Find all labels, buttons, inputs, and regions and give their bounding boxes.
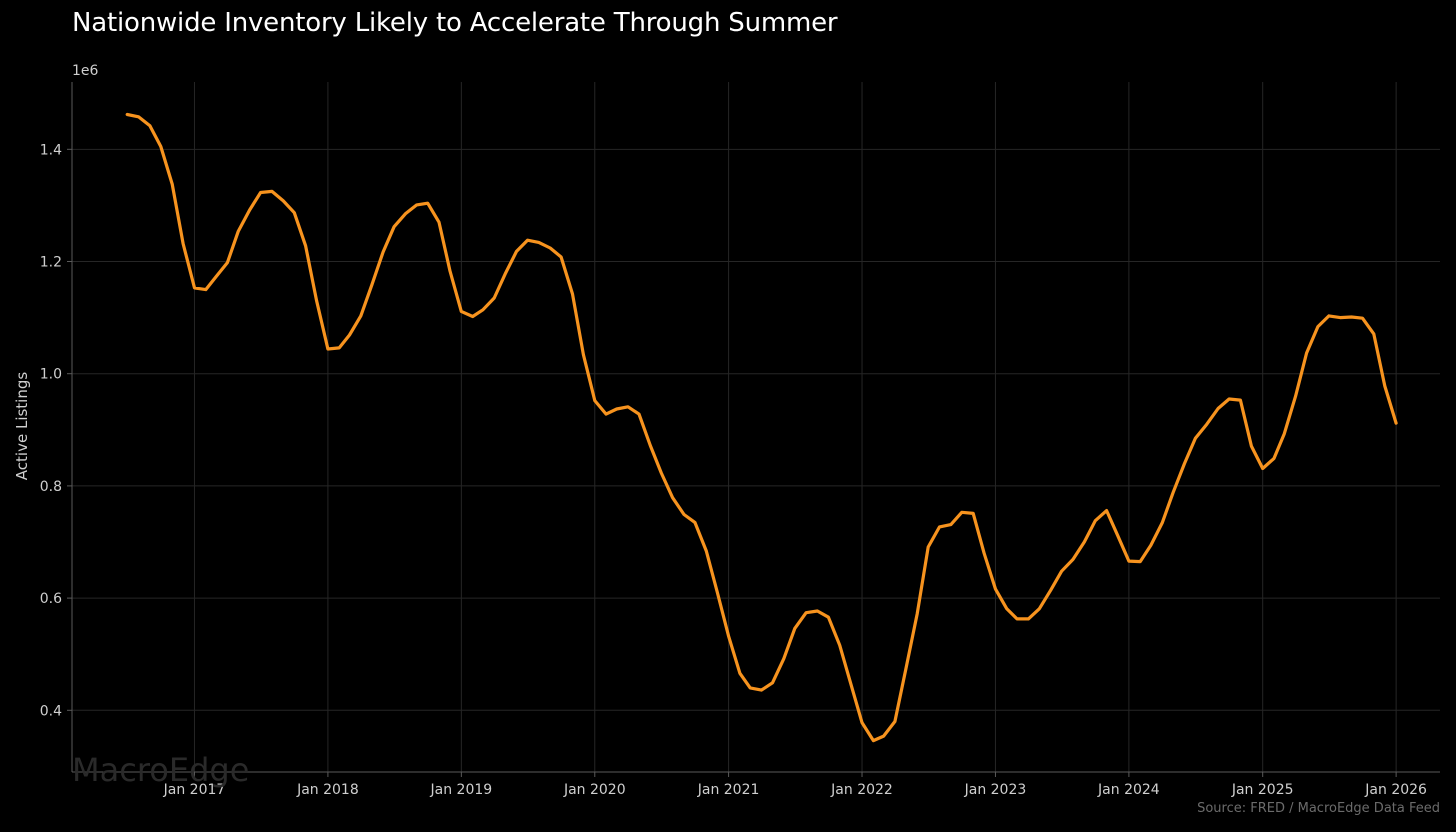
axes (71, 82, 1440, 773)
x-tick-labels: Jan 2017 Jan 2018 Jan 2019 Jan 2020 Jan 2021… (163, 772, 1427, 798)
y-tick-label: 0.8 (40, 479, 62, 495)
grid-lines (72, 82, 1440, 772)
x-tick-label: Jan 2017 (163, 782, 226, 798)
x-tick-label: Jan 2022 (830, 782, 893, 798)
y-tick-label: 1.2 (40, 255, 62, 271)
y-tick-label: 1.0 (40, 367, 62, 383)
x-tick-label: Jan 2026 (1364, 782, 1427, 798)
watermark: MacroEdge (72, 751, 249, 789)
x-tick-label: Jan 2023 (964, 782, 1027, 798)
y-tick-label: 1.4 (40, 142, 62, 158)
x-tick-label: Jan 2020 (563, 782, 626, 798)
series-layer (125, 112, 1398, 743)
chart-title: Nationwide Inventory Likely to Accelerat… (72, 8, 838, 38)
x-tick-label: Jan 2019 (430, 782, 493, 798)
x-tick-label: Jan 2025 (1231, 782, 1294, 798)
y-offset-label: 1e6 (72, 63, 99, 79)
series-line-active-listings (125, 112, 1398, 743)
y-tick-label: 0.6 (40, 591, 62, 607)
x-tick-label: Jan 2024 (1097, 782, 1160, 798)
x-tick-label: Jan 2021 (697, 782, 760, 798)
y-tick-labels: 0.4 0.6 0.8 1.0 1.2 1.4 (40, 142, 72, 719)
source-note: Source: FRED / MacroEdge Data Feed (1197, 801, 1440, 816)
x-tick-label: Jan 2018 (296, 782, 359, 798)
y-tick-label: 0.4 (40, 703, 62, 719)
y-axis-label: Active Listings (13, 372, 31, 481)
